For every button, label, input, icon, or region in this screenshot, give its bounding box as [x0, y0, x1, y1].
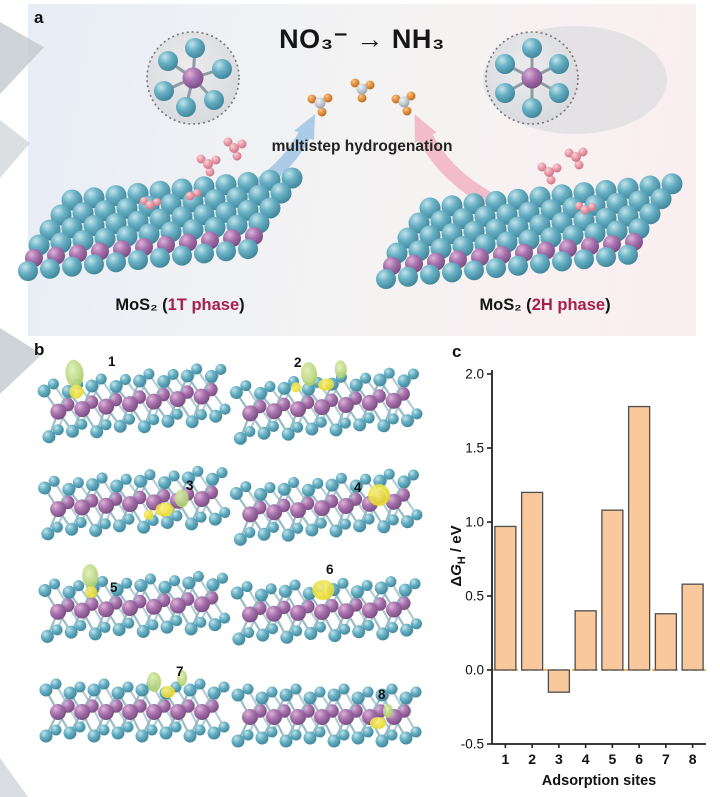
structure-svg: [38, 465, 231, 541]
svg-text:6: 6: [635, 751, 643, 767]
svg-text:0.0: 0.0: [465, 663, 484, 678]
material-name: MoS₂ (: [479, 296, 532, 314]
structure-svg: [38, 564, 231, 643]
site-number: 7: [176, 664, 184, 679]
scan-artifact: [0, 758, 28, 797]
caption-close: ): [239, 296, 245, 314]
panel-label-c: c: [452, 342, 462, 361]
structure-svg: [229, 468, 423, 546]
svg-text:2.0: 2.0: [465, 367, 484, 382]
structure-site-1: 1: [36, 352, 231, 457]
left-material-caption: MoS₂ (1T phase): [60, 296, 300, 315]
panel-label-a: a: [34, 8, 44, 27]
site-number: 2: [294, 355, 302, 370]
free-energy-bar-chart: 2.0 1.5 1.0 0.5 0.0 -0.5 1 2 3 4 5 6 7 8 Adsorption si…: [461, 367, 706, 789]
caption-close: ): [605, 296, 611, 314]
phase-label: 2H phase: [531, 296, 606, 314]
svg-text:3: 3: [555, 751, 563, 767]
structure-site-5: 5: [36, 556, 231, 661]
svg-text:5: 5: [608, 751, 616, 767]
structure-svg: [231, 683, 422, 748]
delta-symbol: Δ: [448, 575, 465, 587]
svg-text:1.5: 1.5: [465, 441, 484, 456]
svg-text:8: 8: [689, 751, 697, 767]
svg-text:0.5: 0.5: [465, 589, 484, 604]
structure-svg: [229, 360, 423, 445]
svg-text:2: 2: [528, 751, 536, 767]
g-symbol: G: [448, 564, 465, 576]
phase-label: 1T phase: [167, 296, 240, 314]
svg-text:-0.5: -0.5: [461, 737, 484, 752]
structure-svg: [37, 359, 231, 444]
site-number: 8: [378, 687, 386, 702]
structure-site-3: 3: [36, 452, 231, 557]
h-subscript: H: [456, 556, 468, 565]
reaction-title: NO₃⁻ → NH₃: [279, 24, 445, 54]
right-material-caption: MoS₂ (2H phase): [425, 296, 665, 315]
units-label: / eV: [448, 525, 465, 557]
structure-site-8: 8: [228, 665, 422, 770]
svg-text:Adsorption sites: Adsorption sites: [542, 773, 656, 789]
site-number: 1: [108, 354, 116, 369]
structure-site-7: 7: [36, 660, 230, 765]
structure-svg: [39, 670, 230, 743]
svg-text:1: 1: [501, 751, 509, 767]
site-number: 3: [186, 478, 194, 493]
svg-text:4: 4: [582, 751, 590, 767]
site-number: 5: [110, 580, 118, 595]
panel-a-background: [28, 4, 696, 336]
panel-label-b: b: [34, 340, 45, 359]
svg-text:7: 7: [662, 751, 670, 767]
hydrogenation-caption: multistep hydrogenation: [271, 138, 453, 155]
site-number: 4: [354, 480, 362, 495]
structure-site-2: 2: [228, 355, 423, 460]
site-number: 6: [326, 562, 334, 577]
svg-text:1.0: 1.0: [465, 515, 484, 530]
structure-site-6: 6: [228, 560, 422, 665]
y-axis-label: ΔGH / eV: [448, 496, 468, 616]
panel-a-illustration: [18, 26, 683, 289]
structure-svg: [230, 576, 422, 646]
material-name: MoS₂ (: [115, 296, 168, 314]
structure-site-4: 4: [228, 456, 423, 561]
